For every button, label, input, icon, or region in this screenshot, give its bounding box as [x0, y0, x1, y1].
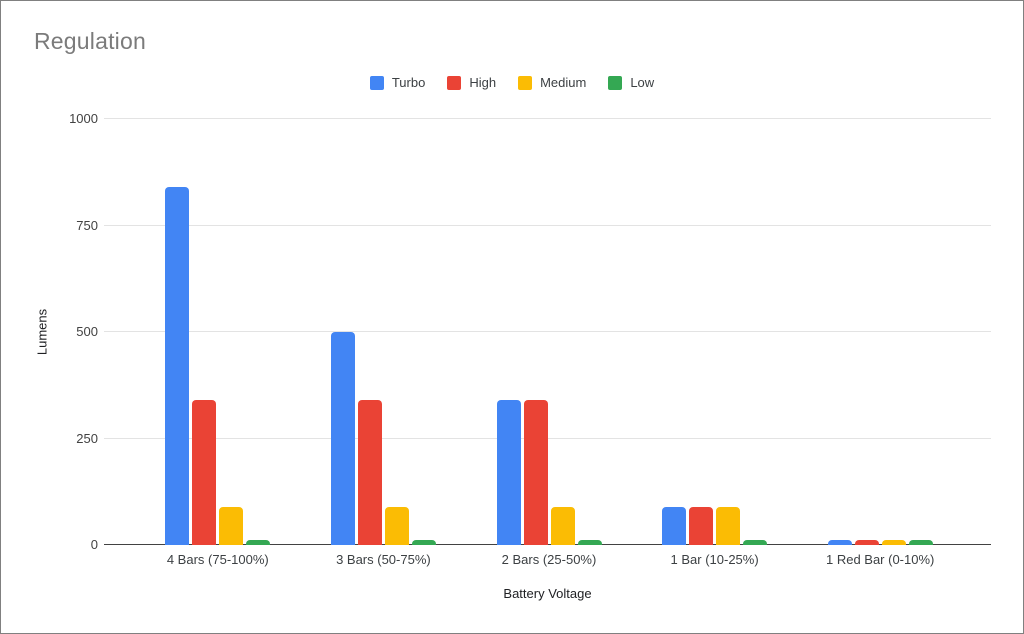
legend-label: Medium [540, 75, 587, 90]
chart-legend: Turbo High Medium Low [1, 75, 1023, 90]
legend-swatch-icon [447, 75, 462, 90]
bar-low-group4 [743, 539, 768, 545]
bar-medium-group5 [881, 539, 906, 545]
gridline [104, 331, 991, 332]
legend-label: High [469, 75, 497, 90]
bar-medium-group4 [716, 506, 741, 545]
y-tick-label: 0 [90, 537, 98, 552]
y-tick-label: 1000 [69, 111, 98, 126]
category-label: 2 Bars (25-50%) [501, 552, 597, 567]
category-label: 1 Bar (10-25%) [670, 552, 759, 567]
bar-low-group1 [246, 539, 271, 545]
bar-turbo-group1 [165, 187, 190, 545]
bar-medium-group3 [550, 506, 575, 545]
bar-turbo-group5 [827, 539, 852, 545]
x-axis-title: Battery Voltage [503, 586, 592, 601]
category-label: 4 Bars (75-100%) [166, 552, 269, 567]
legend-label: Turbo [391, 75, 426, 90]
y-tick-label: 750 [76, 217, 98, 233]
y-axis-title: Lumens [34, 308, 50, 356]
gridline [104, 118, 991, 119]
bar-low-group3 [577, 539, 602, 545]
bar-low-group2 [411, 539, 436, 545]
legend-swatch-icon [608, 75, 623, 90]
bar-turbo-group3 [496, 400, 521, 545]
chart-title: Regulation [34, 28, 146, 54]
bar-high-group3 [523, 400, 548, 545]
y-tick-label: 250 [76, 430, 98, 446]
gridline [104, 437, 991, 439]
bar-high-group2 [357, 400, 382, 545]
y-tick-label: 500 [76, 324, 98, 339]
bar-high-group1 [192, 400, 217, 545]
bar-turbo-group4 [662, 506, 687, 545]
legend-item-low: Low [608, 75, 654, 90]
plot-area [104, 118, 991, 545]
bar-high-group4 [689, 506, 714, 545]
category-label: 3 Bars (50-75%) [336, 552, 431, 567]
legend-swatch-icon [369, 75, 384, 90]
x-axis-baseline [104, 544, 991, 545]
legend-item-turbo: Turbo [369, 75, 426, 90]
legend-swatch-icon [518, 75, 533, 90]
bar-low-group5 [908, 539, 933, 545]
legend-item-medium: Medium [518, 75, 586, 90]
category-label: 1 Red Bar (0-10%) [825, 552, 935, 567]
bar-high-group5 [854, 539, 879, 545]
bar-turbo-group2 [330, 332, 355, 545]
bar-medium-group1 [219, 506, 244, 545]
bar-medium-group2 [384, 506, 409, 545]
legend-item-high: High [447, 75, 496, 90]
gridline [104, 224, 991, 226]
legend-label: Low [630, 75, 655, 90]
